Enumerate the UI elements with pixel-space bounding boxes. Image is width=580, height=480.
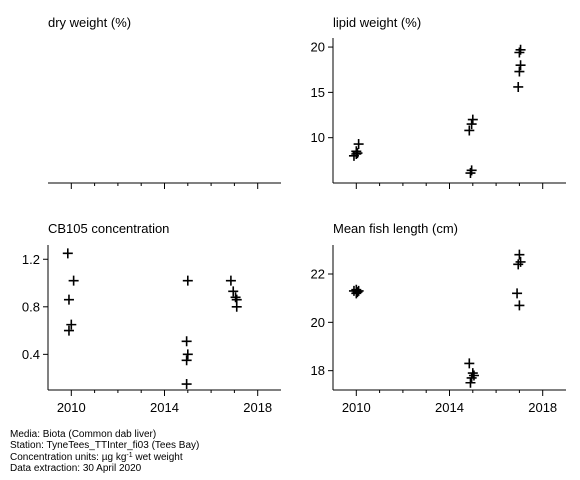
y-tick-label: 20 (311, 40, 325, 55)
footer-station: Station: TyneTees_TTInter_fi03 (Tees Bay… (10, 440, 200, 452)
y-tick-label: 0.8 (22, 299, 40, 314)
data-point (181, 379, 192, 390)
panel-title: lipid weight (%) (333, 15, 421, 30)
data-point (512, 288, 523, 299)
panel-title: dry weight (%) (48, 15, 131, 30)
data-point (231, 301, 242, 312)
data-point (351, 284, 362, 295)
data-point (466, 119, 477, 130)
data-point (514, 249, 525, 260)
panel-title: CB105 concentration (48, 221, 169, 236)
panel-lipid-weight: lipid weight (%) 10 15 20 (311, 15, 566, 189)
data-point (515, 60, 526, 71)
x-tick-label: 2014 (150, 400, 179, 415)
panel-dry-weight: dry weight (%) (48, 15, 281, 189)
data-point (351, 149, 362, 159)
data-point (66, 319, 77, 330)
panel-title: Mean fish length (cm) (333, 221, 458, 236)
footer-notes: Media: Biota (Common dab liver) Station:… (10, 429, 199, 474)
data-point (181, 355, 192, 366)
data-point (353, 285, 364, 296)
data-point (68, 275, 79, 286)
data-point (352, 287, 363, 298)
data-point (466, 165, 477, 176)
x-tick-label: 2014 (435, 400, 464, 415)
x-tick-label: 2018 (528, 400, 557, 415)
panel-mean-fish-length: Mean fish length (cm) 2010 2014 2018 18 20 22 (311, 221, 566, 415)
data-point (181, 336, 192, 347)
data-point (467, 368, 478, 379)
data-point (182, 275, 193, 286)
data-point (513, 259, 524, 270)
data-point (63, 325, 74, 336)
units-suffix: wet weight (132, 451, 183, 463)
data-point (63, 294, 74, 305)
y-tick-label: 18 (311, 363, 325, 378)
data-point (466, 372, 477, 383)
data-point (62, 248, 73, 259)
y-tick-label: 1.2 (22, 252, 40, 267)
data-point (467, 114, 478, 125)
data-point (468, 370, 479, 381)
data-point (464, 125, 475, 136)
y-tick-label: 15 (311, 85, 325, 100)
footer-media: Media: Biota (Common dab liver) (10, 429, 157, 440)
data-point (352, 148, 363, 159)
data-point (182, 349, 193, 360)
units-prefix: Concentration units: µg kg (10, 451, 127, 463)
data-point (353, 139, 364, 150)
data-point (513, 81, 524, 92)
data-point (465, 377, 476, 388)
data-point (230, 292, 241, 303)
data-point (464, 358, 475, 369)
y-tick-label: 20 (311, 315, 325, 330)
units-exponent: -1 (126, 451, 133, 459)
y-tick-label: 22 (311, 267, 325, 282)
x-tick-label: 2010 (342, 400, 371, 415)
y-tick-label: 0.4 (22, 347, 40, 362)
data-point (514, 300, 525, 311)
footer-units: Concentration units: µg kg-1 wet weight (10, 452, 199, 463)
panel-cb105-concentration: CB105 concentration 2010 2014 2018 0.4 0.8 1.… (22, 221, 281, 415)
data-point (514, 66, 525, 77)
data-point (228, 286, 239, 297)
footer-extraction: Data extraction: 30 April 2020 (10, 462, 142, 474)
data-point (515, 256, 526, 267)
x-tick-label: 2010 (57, 400, 86, 415)
data-point (515, 44, 526, 55)
x-tick-label: 2018 (243, 400, 272, 415)
data-point (225, 275, 236, 286)
y-tick-label: 10 (311, 130, 325, 145)
